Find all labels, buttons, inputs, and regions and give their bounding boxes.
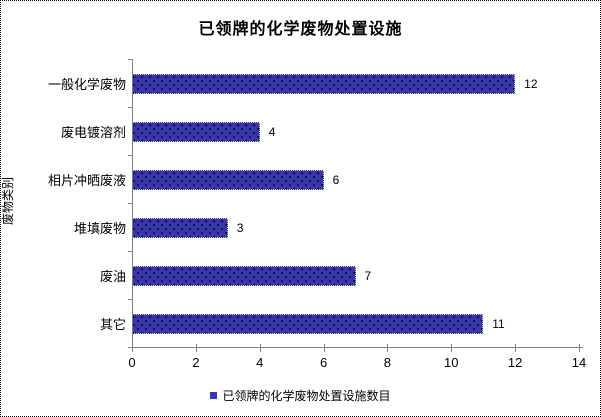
bar-value-label: 7 <box>364 269 372 283</box>
plot-area: 12 4 6 3 7 11 <box>132 59 579 347</box>
y-axis-tick <box>128 203 132 204</box>
x-axis-tick <box>195 344 197 352</box>
category-label: 堆填废物 <box>73 220 126 236</box>
bar <box>132 218 228 238</box>
x-axis-tick <box>132 344 133 352</box>
category-label: 一般化学废物 <box>47 76 126 92</box>
x-axis-tick-label: 2 <box>192 355 200 370</box>
x-axis-tick-label: 8 <box>383 355 392 370</box>
y-axis-tick <box>128 107 132 108</box>
x-axis-tick <box>451 344 453 352</box>
bar <box>132 266 356 286</box>
category-label: 相片冲晒废液 <box>47 172 126 188</box>
y-axis-tick <box>128 59 132 60</box>
category-label: 废油 <box>99 268 126 284</box>
y-axis-tick <box>128 155 132 156</box>
x-axis-tick-label: 12 <box>507 355 523 370</box>
legend-label: 已领牌的化学废物处置设施数目 <box>222 389 391 403</box>
chart-title: 已领牌的化学废物处置设施 <box>198 21 403 38</box>
bar-value-label: 6 <box>332 173 340 187</box>
bar-value-label: 12 <box>524 77 538 91</box>
x-axis-tick-label: 4 <box>256 355 264 370</box>
bar-value-label: 11 <box>492 317 505 331</box>
x-axis-tick-label: 6 <box>319 355 328 370</box>
bar <box>132 122 260 142</box>
x-axis-tick <box>323 344 325 352</box>
bar-value-label: 4 <box>268 125 276 139</box>
bar-value-label: 3 <box>236 221 244 235</box>
bar <box>132 314 484 334</box>
x-axis-tick <box>259 344 261 352</box>
category-axis-labels: 一般化学废物废电镀溶剂相片冲晒废液堆填废物废油其它 <box>1 59 126 347</box>
x-axis-tick <box>387 344 389 352</box>
category-label: 其它 <box>99 316 126 332</box>
x-axis-tick-label: 14 <box>571 355 587 370</box>
x-axis-tick-label: 10 <box>444 355 459 370</box>
y-axis-tick <box>128 251 132 252</box>
x-axis-tick <box>515 344 517 352</box>
bar <box>132 170 324 190</box>
y-axis-tick <box>128 299 132 300</box>
x-axis-line <box>129 347 583 348</box>
bar <box>132 74 516 94</box>
x-axis-tick-label: 0 <box>128 355 136 370</box>
y-axis-tick <box>128 347 132 348</box>
legend: 已领牌的化学废物处置设施数目 <box>1 387 600 404</box>
legend-marker-icon <box>210 392 218 399</box>
category-label: 废电镀溶剂 <box>60 124 126 140</box>
x-axis-tick <box>579 344 580 352</box>
y-axis-line <box>132 59 133 347</box>
